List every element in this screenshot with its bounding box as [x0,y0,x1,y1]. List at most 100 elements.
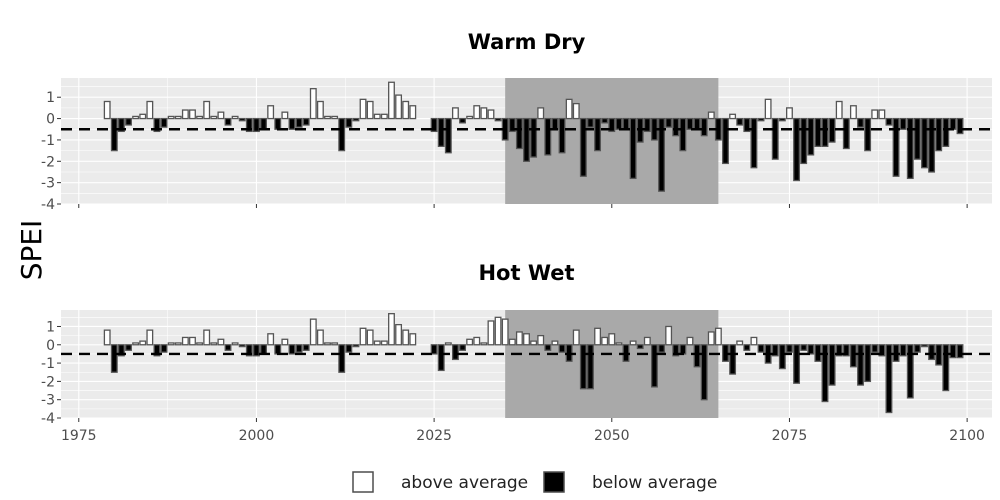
bar-below-average [125,117,132,126]
bar-below-average [899,344,907,357]
bar-below-average [587,344,594,390]
bar-below-average [459,117,466,124]
bar-above-average [707,111,715,120]
bar-above-average [174,342,182,346]
bar-below-average [252,117,260,133]
bar-above-average [146,329,154,346]
bar-below-average [885,117,893,126]
bar-below-average [345,117,353,128]
bar-below-average [828,117,836,143]
bar-below-average [636,344,644,350]
bar-below-average [942,344,950,392]
panel-title: Hot Wet [478,261,574,285]
bar-above-average [103,329,111,346]
bar-below-average [771,117,779,160]
bar-below-average [579,117,587,177]
bar-above-average [281,338,289,346]
bar-above-average [146,100,154,120]
bar-below-average [807,117,815,156]
bar-below-average [693,117,701,130]
bar-below-average [807,344,815,355]
bar-above-average [167,115,175,120]
bar-below-average [544,344,552,351]
bar-below-average [700,344,708,401]
bar-above-average [878,109,886,120]
bar-above-average [103,100,111,120]
y-tick-label: 1 [46,319,55,335]
x-tick-label: 2100 [949,428,985,444]
bar-below-average [679,344,687,355]
bar-above-average [217,338,225,346]
bar-below-average [260,117,267,130]
bar-above-average [324,115,331,120]
y-tick-label: 0 [46,112,55,128]
panels-layer: 1 0 -1 -2 -3 -4 Warm Dry 1 0 -1 -2 -3 -4 1975 2000 2025… [41,30,992,444]
bar-below-average [722,117,729,165]
bar-above-average [373,113,381,120]
bar-below-average [352,344,360,348]
y-tick-label: -4 [41,197,55,213]
bar-below-average [800,117,808,165]
bar-below-average [771,344,779,357]
bar-above-average [388,313,395,346]
bar-above-average [181,336,189,346]
bar-below-average [864,344,872,383]
bar-above-average [473,336,481,346]
bar-below-average [913,117,921,160]
bar-above-average [409,333,417,346]
bar-above-average [480,342,488,346]
bar-below-average [842,344,850,357]
bar-below-average [579,344,587,390]
bar-above-average [608,333,616,346]
bar-above-average [594,327,602,346]
x-tick-label: 2050 [594,428,630,444]
bar-below-average [459,344,466,351]
bar-below-average [885,344,893,414]
bar-above-average [409,105,417,120]
y-tick-label: -3 [41,176,55,192]
bar-above-average [373,340,381,346]
bar-above-average [714,327,722,346]
bar-below-average [302,117,310,126]
bar-below-average [658,117,665,192]
legend-label-above: above average [401,473,528,493]
bar-below-average [686,117,694,130]
legend: above average below average [352,471,717,493]
bar-below-average [956,344,964,359]
bar-above-average [174,115,182,120]
bar-below-average [906,344,914,399]
bar-below-average [793,117,801,182]
bar-above-average [786,107,793,120]
bar-below-average [906,117,914,180]
bar-above-average [466,338,474,346]
bar-above-average [707,331,715,346]
bar-below-average [800,344,808,351]
bar-below-average [125,344,132,351]
bar-above-average [366,100,374,120]
bar-above-average [835,100,843,120]
bar-below-average [288,117,296,130]
bar-below-average [828,344,836,386]
bar-above-average [665,325,673,346]
bar-above-average [267,333,275,346]
bar-above-average [764,98,772,120]
bar-below-average [921,344,928,348]
bar-below-average [835,344,843,357]
x-tick-label: 2075 [772,428,808,444]
bar-above-average [480,107,488,120]
bar-below-average [729,344,737,375]
bar-below-average [857,117,864,128]
bar-below-average [515,117,523,150]
bar-above-average [316,100,324,120]
bar-above-average [210,115,218,120]
bar-below-average [544,117,552,156]
bar-below-average [238,117,246,122]
x-tick-label: 2000 [239,428,275,444]
bar-below-average [274,117,282,130]
bar-below-average [665,117,673,128]
bar-below-average [224,117,232,126]
bar-above-average [466,115,474,120]
bar-below-average [629,117,637,180]
bar-above-average [629,340,637,346]
y-tick-label: -2 [41,374,55,390]
